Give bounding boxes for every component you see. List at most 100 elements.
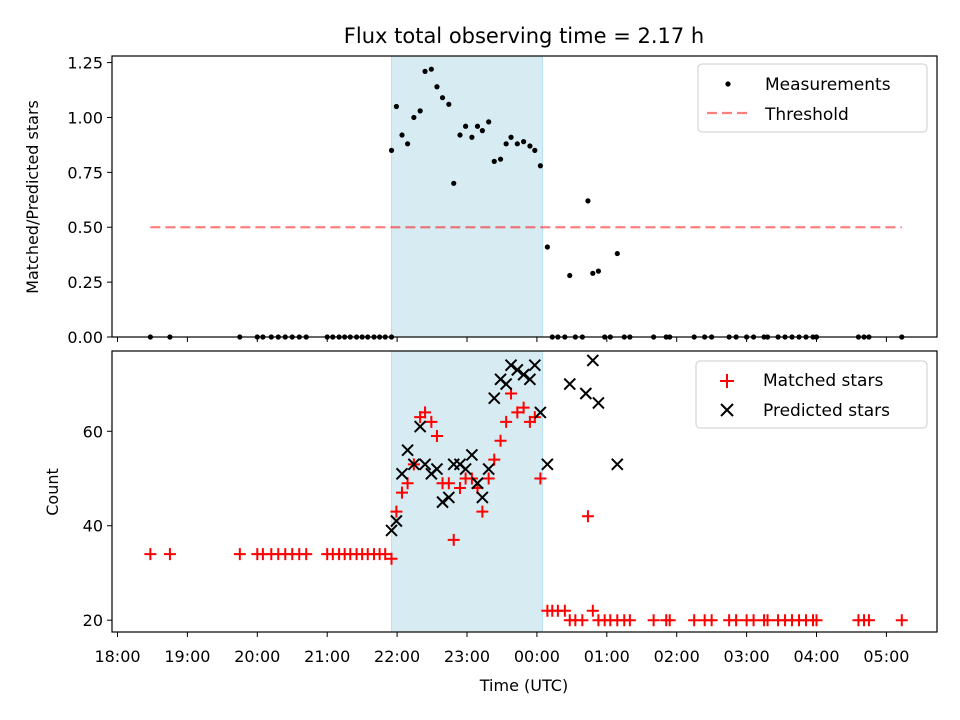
- measurement-point: [451, 180, 457, 186]
- x-tick-label: 23:00: [444, 647, 490, 666]
- legend-matched-marker: [720, 374, 734, 388]
- predicted-point: [528, 358, 542, 372]
- bottom-legend-box: [695, 360, 928, 429]
- measurement-point: [544, 244, 550, 250]
- measurement-point: [585, 198, 591, 204]
- legend-measurements-label: Measurements: [765, 75, 891, 95]
- measurement-point: [486, 119, 492, 125]
- matched-point: [442, 477, 455, 490]
- legend-measurements-marker: [725, 81, 731, 87]
- matched-point: [233, 548, 246, 561]
- x-tick-label: 05:00: [863, 647, 909, 666]
- measurement-point: [417, 108, 423, 114]
- measurement-point: [388, 147, 395, 153]
- predicted-point: [523, 373, 537, 386]
- matched-point: [300, 548, 313, 561]
- top-y-tick-label: 0.50: [67, 218, 103, 237]
- legend-predicted-marker: [720, 403, 734, 417]
- matched-point: [144, 548, 157, 561]
- measurement-point: [457, 132, 463, 138]
- measurement-point: [399, 132, 405, 138]
- matched-point: [558, 604, 571, 617]
- measurement-point: [422, 68, 428, 74]
- predicted-point: [511, 363, 524, 377]
- top-axes-frame: [111, 55, 938, 338]
- predicted-point: [459, 462, 472, 476]
- matched-point: [663, 614, 676, 627]
- predicted-point: [541, 458, 554, 471]
- top-panel: 0.00 0.25 0.50 0.75 1.00 1.25 Matched/Predict…: [23, 54, 938, 347]
- predicted-point: [592, 396, 605, 410]
- predicted-point: [586, 354, 600, 367]
- measurement-point: [463, 123, 469, 129]
- predicted-points: [385, 354, 624, 537]
- measurement-point: [614, 250, 620, 257]
- predicted-point: [465, 448, 479, 462]
- matched-point: [500, 415, 513, 428]
- matched-point: [581, 510, 594, 523]
- matched-point: [401, 477, 414, 490]
- predicted-point: [436, 495, 449, 509]
- matched-point: [379, 548, 392, 561]
- predicted-point: [401, 443, 414, 457]
- measurement-point: [537, 163, 543, 169]
- matched-point: [730, 614, 743, 627]
- measurement-point: [491, 158, 497, 164]
- predicted-point: [488, 392, 501, 405]
- x-tick-label: 18:00: [94, 647, 140, 666]
- bottom-y-axis: 20 40 60: [83, 422, 112, 630]
- x-tick-label: 04:00: [793, 647, 839, 666]
- predicted-point: [407, 458, 421, 471]
- matched-point: [534, 472, 547, 485]
- x-tick-label: 22:00: [374, 647, 420, 666]
- measurement-point: [497, 156, 504, 162]
- predicted-point: [517, 368, 530, 381]
- bottom-x-axis: 18:00 19:00 20:00 21:00 22:00 23:00 00:00 01:00…: [94, 632, 909, 666]
- predicted-point: [534, 406, 547, 419]
- predicted-point: [482, 462, 495, 476]
- matched-point: [390, 505, 403, 518]
- matched-point: [688, 614, 701, 627]
- legend-matched-label: Matched stars: [763, 371, 883, 391]
- predicted-point: [395, 467, 409, 480]
- matched-point: [705, 614, 718, 627]
- matched-point: [488, 453, 501, 466]
- measurement-point: [434, 84, 440, 90]
- x-tick-label: 20:00: [234, 647, 280, 666]
- measurement-point: [508, 134, 514, 140]
- bottom-ylabel: Count: [43, 468, 62, 516]
- predicted-point: [579, 387, 593, 400]
- bottom-panel: 20 40 60 18:00 19:00 20:00 21:00 22:00 23:00 00:…: [43, 350, 938, 695]
- matched-point: [419, 406, 432, 419]
- matched-point: [761, 614, 774, 627]
- measurement-point: [590, 270, 596, 276]
- measurement-point: [428, 66, 434, 72]
- x-tick-label: 03:00: [724, 647, 770, 666]
- top-legend-box: [697, 63, 928, 133]
- predicted-point: [442, 491, 456, 504]
- measurement-point: [532, 147, 538, 153]
- matched-point: [747, 614, 760, 627]
- matched-point: [454, 481, 467, 494]
- measurement-point: [521, 139, 527, 145]
- matched-point: [385, 552, 398, 565]
- predicted-point: [385, 524, 398, 537]
- matched-point: [395, 486, 408, 499]
- top-ylabel: Matched/Predicted stars: [23, 100, 42, 294]
- bottom-y-tick-label: 60: [83, 422, 103, 441]
- predicted-point: [413, 420, 427, 433]
- top-y-tick-label: 1.00: [67, 108, 103, 127]
- bottom-axes-frame: [111, 350, 938, 633]
- predicted-point: [390, 514, 403, 528]
- bottom-y-tick-label: 40: [83, 517, 103, 536]
- matched-point: [482, 472, 495, 485]
- matched-point: [494, 434, 507, 447]
- measurement-point: [595, 268, 602, 274]
- measurement-point: [469, 134, 475, 140]
- top-y-tick-label: 1.25: [67, 54, 103, 73]
- predicted-point: [471, 477, 484, 490]
- legend-threshold-label: Threshold: [764, 105, 849, 125]
- predicted-point: [611, 458, 624, 471]
- measurement-point: [514, 141, 520, 147]
- matched-point: [862, 614, 875, 627]
